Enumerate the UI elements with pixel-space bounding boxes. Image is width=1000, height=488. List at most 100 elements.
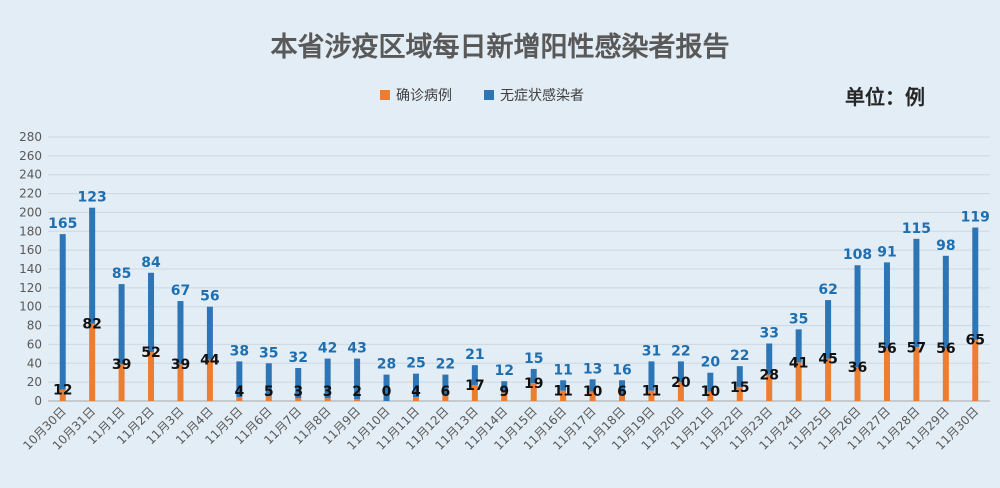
y-tick-label: 0 — [34, 394, 42, 408]
data-label-confirmed: 6 — [617, 384, 627, 400]
bar-confirmed — [766, 374, 773, 401]
data-label-confirmed: 20 — [671, 375, 691, 391]
legend-label-asymptomatic: 无症状感染者 — [500, 87, 584, 104]
bar-confirmed — [972, 339, 979, 401]
y-tick-label: 200 — [19, 205, 42, 219]
data-label-asymptomatic: 31 — [642, 343, 661, 359]
data-label-confirmed: 10 — [701, 384, 721, 400]
data-label-asymptomatic: 20 — [701, 355, 721, 371]
y-tick-label: 220 — [19, 187, 42, 201]
bar-confirmed — [206, 359, 213, 401]
legend-swatch-confirmed — [380, 90, 390, 100]
data-label-confirmed: 39 — [171, 357, 190, 373]
bar-confirmed — [236, 397, 243, 401]
bar-asymptomatic — [295, 368, 302, 399]
bar-asymptomatic — [148, 272, 155, 352]
data-label-confirmed: 82 — [82, 317, 101, 333]
data-label-asymptomatic: 123 — [78, 190, 107, 206]
data-label-asymptomatic: 98 — [936, 238, 955, 254]
bar-asymptomatic — [648, 361, 655, 391]
y-tick-label: 140 — [19, 262, 42, 276]
y-tick-label: 160 — [19, 243, 42, 257]
y-tick-label: 80 — [27, 319, 42, 333]
data-label-confirmed: 9 — [499, 384, 509, 400]
data-label-confirmed: 4 — [411, 384, 421, 400]
bar-confirmed — [677, 382, 684, 401]
bar-asymptomatic — [913, 238, 920, 348]
y-tick-label: 20 — [27, 375, 42, 389]
gridlines — [48, 136, 990, 402]
bar-asymptomatic — [236, 361, 243, 398]
bar-asymptomatic — [324, 358, 331, 399]
data-label-asymptomatic: 35 — [789, 311, 808, 327]
data-label-asymptomatic: 67 — [171, 283, 190, 299]
bar-confirmed — [412, 397, 419, 401]
data-label-confirmed: 52 — [141, 345, 160, 361]
data-label-confirmed: 12 — [53, 383, 72, 399]
data-label-asymptomatic: 22 — [671, 343, 690, 359]
data-label-asymptomatic: 43 — [347, 341, 366, 357]
bar-asymptomatic — [766, 343, 773, 375]
data-label-asymptomatic: 85 — [112, 266, 131, 282]
data-label-confirmed: 56 — [936, 341, 955, 357]
data-label-asymptomatic: 35 — [259, 345, 278, 361]
bar-asymptomatic — [883, 262, 890, 349]
bar-asymptomatic — [795, 329, 802, 363]
data-label-asymptomatic: 28 — [377, 357, 396, 373]
bar-confirmed — [59, 389, 66, 401]
data-labels: 1651212382853984526739564438435532342343… — [48, 190, 990, 400]
data-label-asymptomatic: 12 — [495, 363, 514, 379]
bar-asymptomatic — [677, 361, 684, 383]
chart-title: 本省涉疫区域每日新增阳性感染者报告 — [271, 31, 730, 63]
data-label-confirmed: 56 — [877, 341, 896, 357]
bar-asymptomatic — [619, 380, 626, 396]
y-tick-label: 260 — [19, 149, 42, 163]
bar-asymptomatic — [412, 373, 419, 398]
bar-asymptomatic — [589, 379, 596, 392]
bar-asymptomatic — [206, 306, 213, 360]
data-label-confirmed: 39 — [112, 357, 131, 373]
data-label-confirmed: 28 — [759, 368, 778, 384]
bar-asymptomatic — [177, 301, 184, 365]
bar-confirmed — [118, 364, 125, 401]
bar-confirmed — [589, 391, 596, 401]
unit-label: 单位：例 — [845, 85, 925, 109]
data-label-asymptomatic: 38 — [230, 343, 249, 359]
data-label-asymptomatic: 62 — [818, 282, 837, 298]
bar-asymptomatic — [442, 374, 449, 396]
bar-asymptomatic — [825, 300, 832, 359]
bar-confirmed — [736, 386, 743, 401]
bar-confirmed — [177, 364, 184, 401]
bar-confirmed — [854, 367, 861, 401]
legend-label-confirmed: 确诊病例 — [396, 88, 452, 104]
bar-asymptomatic — [560, 380, 567, 391]
bar-asymptomatic — [383, 374, 390, 401]
data-label-asymptomatic: 21 — [465, 347, 484, 363]
data-label-asymptomatic: 13 — [583, 361, 602, 377]
bars — [59, 207, 979, 401]
bar-asymptomatic — [501, 381, 508, 393]
legend-swatch-asymptomatic — [484, 90, 494, 100]
data-label-confirmed: 11 — [642, 384, 661, 400]
bar-confirmed — [89, 323, 96, 401]
x-axis-ticks: 10月30日10月31日11月1日11月2日11月3日11月4日11月5日11月… — [20, 404, 981, 452]
data-label-asymptomatic: 22 — [730, 348, 749, 364]
data-label-confirmed: 3 — [293, 384, 303, 400]
bar-confirmed — [825, 358, 832, 401]
bar-confirmed — [471, 384, 478, 401]
bar-confirmed — [265, 396, 272, 401]
data-label-confirmed: 41 — [789, 355, 808, 371]
data-label-asymptomatic: 119 — [961, 210, 990, 226]
bar-confirmed — [295, 398, 302, 401]
data-label-asymptomatic: 165 — [48, 216, 77, 232]
data-label-asymptomatic: 32 — [288, 350, 307, 366]
data-label-confirmed: 15 — [730, 380, 749, 396]
data-label-confirmed: 5 — [264, 384, 274, 400]
y-tick-label: 100 — [19, 300, 42, 314]
bar-confirmed — [883, 348, 890, 401]
data-label-confirmed: 6 — [441, 384, 451, 400]
data-label-confirmed: 10 — [583, 384, 603, 400]
y-tick-label: 60 — [27, 337, 42, 351]
data-label-asymptomatic: 56 — [200, 289, 219, 305]
